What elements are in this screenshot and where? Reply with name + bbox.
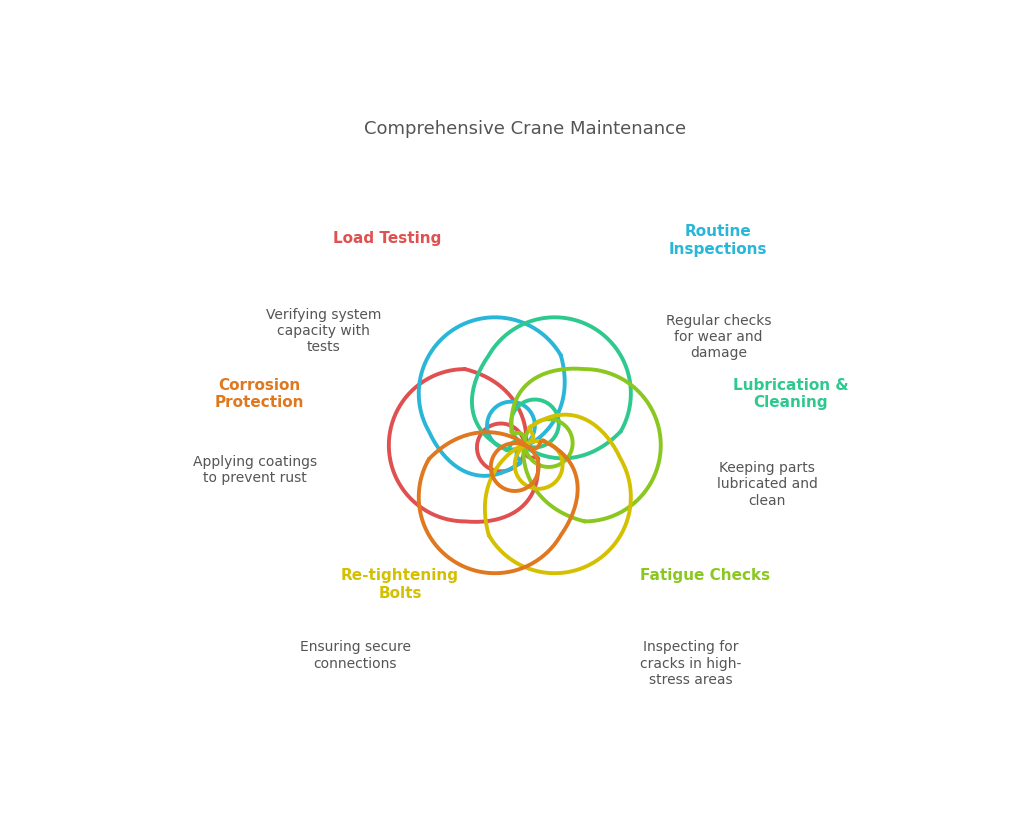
Text: Regular checks
for wear and
damage: Regular checks for wear and damage	[666, 314, 771, 361]
Text: Fatigue Checks: Fatigue Checks	[640, 568, 770, 583]
Text: Routine
Inspections: Routine Inspections	[669, 224, 767, 257]
Text: Verifying system
capacity with
tests: Verifying system capacity with tests	[265, 307, 381, 354]
Text: Load Testing: Load Testing	[333, 231, 441, 246]
Text: Lubrication &
Cleaning: Lubrication & Cleaning	[733, 378, 848, 411]
Text: Ensuring secure
connections: Ensuring secure connections	[300, 641, 411, 671]
Text: Keeping parts
lubricated and
clean: Keeping parts lubricated and clean	[717, 461, 817, 508]
Text: Corrosion
Protection: Corrosion Protection	[215, 378, 304, 411]
Text: Re-tightening
Bolts: Re-tightening Bolts	[341, 568, 459, 601]
Text: Applying coatings
to prevent rust: Applying coatings to prevent rust	[193, 455, 316, 485]
Text: Comprehensive Crane Maintenance: Comprehensive Crane Maintenance	[364, 120, 686, 137]
Text: Inspecting for
cracks in high-
stress areas: Inspecting for cracks in high- stress ar…	[640, 641, 741, 686]
